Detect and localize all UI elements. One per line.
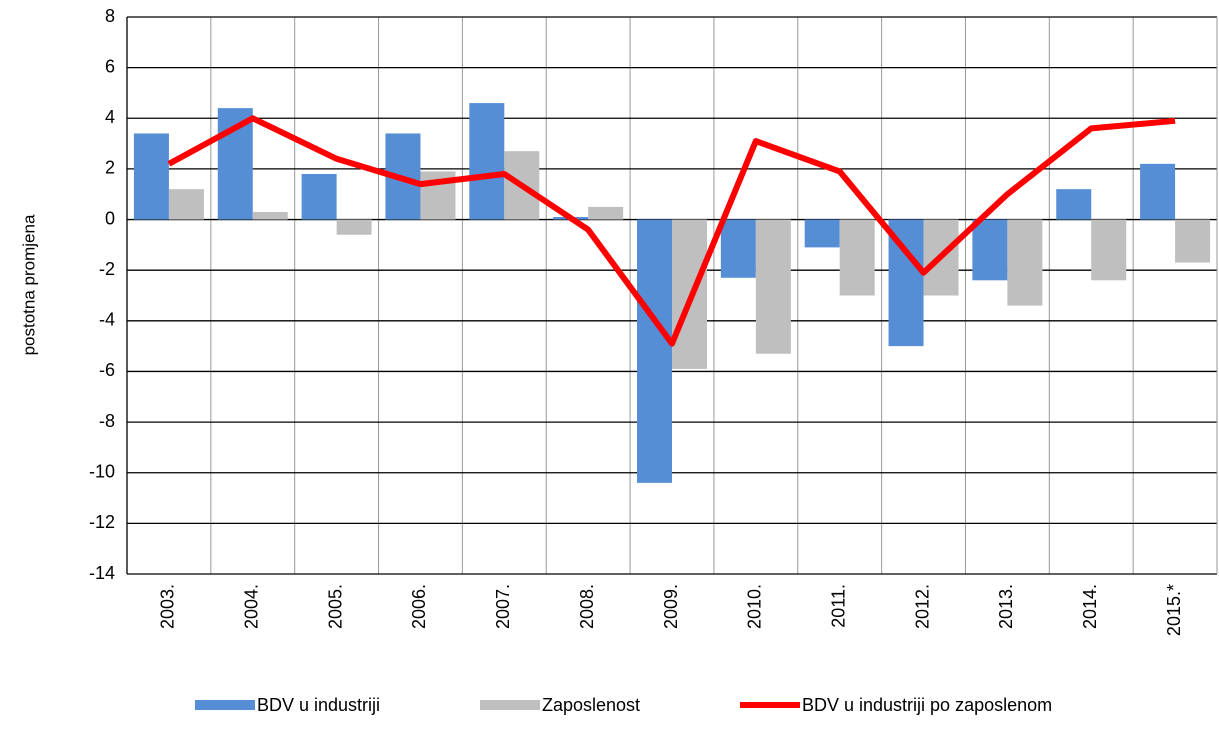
bar <box>804 219 840 248</box>
bar <box>469 103 505 220</box>
bar <box>252 211 288 220</box>
y-tick-label: -14 <box>89 563 115 583</box>
bar <box>1007 219 1043 306</box>
y-tick-label: -6 <box>99 360 115 380</box>
bar <box>720 219 756 278</box>
x-tick-label: 2015.* <box>1164 584 1184 636</box>
x-tick-label: 2007. <box>493 584 513 629</box>
y-tick-label: 8 <box>105 6 115 26</box>
legend-label: BDV u industriji po zaposlenom <box>802 695 1052 715</box>
bar <box>336 219 372 235</box>
y-tick-label: 2 <box>105 158 115 178</box>
legend-swatch <box>480 700 540 710</box>
y-tick-label: 4 <box>105 107 115 127</box>
x-tick-label: 2010. <box>745 584 765 629</box>
bar <box>1091 219 1127 281</box>
x-tick-label: 2013. <box>996 584 1016 629</box>
bar <box>972 219 1008 281</box>
legend-swatch <box>195 700 255 710</box>
x-tick-label: 2003. <box>158 584 178 629</box>
x-tick-label: 2008. <box>577 584 597 629</box>
x-tick-label: 2004. <box>242 584 262 629</box>
y-tick-label: -2 <box>99 259 115 279</box>
bar <box>301 173 337 220</box>
x-tick-label: 2005. <box>325 584 345 629</box>
bar <box>1056 189 1092 220</box>
x-tick-label: 2011. <box>828 584 848 628</box>
x-tick-label: 2006. <box>409 584 429 629</box>
x-tick-label: 2009. <box>661 584 681 629</box>
bar <box>168 189 204 220</box>
bar <box>637 219 672 483</box>
x-tick-label: 2012. <box>912 584 932 629</box>
bar <box>839 219 875 296</box>
bar <box>1175 219 1211 263</box>
y-tick-label: -4 <box>99 310 115 330</box>
bar <box>588 206 624 220</box>
y-tick-label: -12 <box>89 512 115 532</box>
legend-label: BDV u industriji <box>257 695 380 715</box>
bar <box>755 219 791 354</box>
bar <box>133 133 169 220</box>
y-tick-label: 6 <box>105 56 115 76</box>
legend-label: Zaposlenost <box>542 695 640 715</box>
x-tick-label: 2014. <box>1080 584 1100 629</box>
y-tick-label: -10 <box>89 461 115 481</box>
y-tick-label: -8 <box>99 411 115 431</box>
line <box>167 115 1176 347</box>
y-tick-label: 0 <box>105 208 115 228</box>
bar <box>1140 163 1176 220</box>
y-axis-label: postotna promjena <box>19 214 38 355</box>
